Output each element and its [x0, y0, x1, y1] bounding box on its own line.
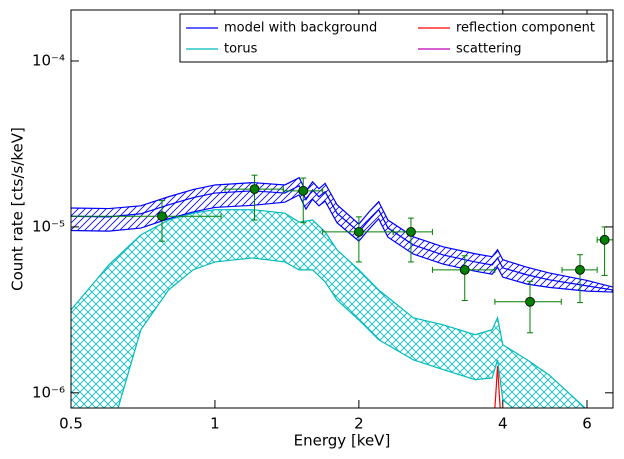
legend-box — [179, 13, 608, 63]
y-tick-label: 10⁻⁵ — [32, 217, 65, 235]
data-point — [459, 264, 470, 275]
series-line — [494, 366, 501, 408]
series-line — [117, 257, 514, 408]
x-tick-label: 1 — [210, 415, 220, 433]
series-line — [71, 209, 587, 408]
data-point — [406, 227, 416, 237]
legend-label: torus — [224, 42, 258, 57]
y-tick-label: 10⁻⁶ — [32, 383, 65, 401]
x-tick-label: 2 — [354, 415, 364, 433]
series-line — [71, 184, 613, 291]
y-axis-label: Count rate [cts/s/keV] — [9, 127, 27, 291]
data-point — [157, 211, 167, 222]
data-point — [575, 264, 585, 275]
data-point — [353, 227, 364, 237]
plot-frame — [70, 9, 614, 409]
legend-label: model with background — [224, 21, 377, 36]
y-tick-label: 10⁻⁴ — [32, 52, 65, 70]
series-line — [71, 176, 613, 288]
x-tick-label: 6 — [582, 415, 592, 433]
band-fill — [71, 177, 613, 293]
plot-layer — [71, 174, 613, 408]
band-fill — [71, 209, 586, 408]
data-point — [249, 184, 260, 195]
x-tick-label: 0.5 — [59, 415, 83, 433]
x-axis-label: Energy [keV] — [294, 432, 391, 450]
data-point — [525, 296, 535, 307]
legend-label: scattering — [456, 42, 522, 57]
data-point — [599, 234, 610, 245]
data-point — [298, 185, 309, 196]
legend-label: reflection component — [456, 21, 595, 36]
x-tick-label: 4 — [498, 415, 508, 433]
